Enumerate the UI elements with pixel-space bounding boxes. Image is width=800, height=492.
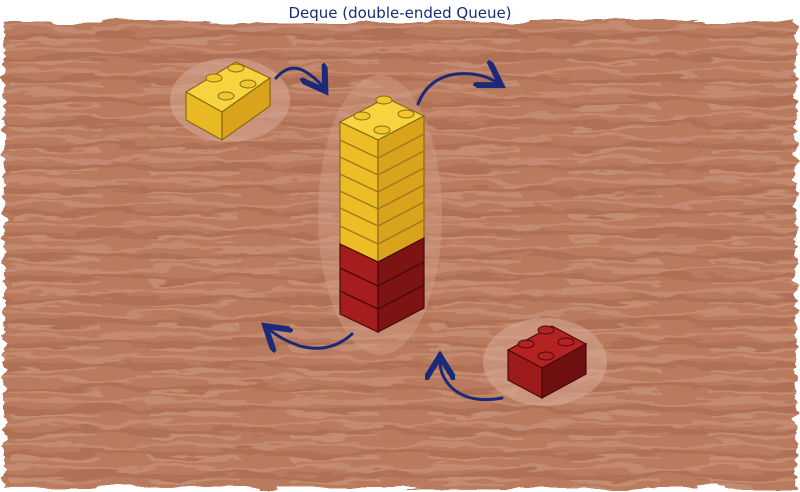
curved-arrow-icon: [274, 68, 322, 86]
curved-arrow-icon: [440, 362, 504, 402]
red-brick-icon: [506, 325, 588, 400]
deque-stack: [338, 95, 426, 333]
page-title: Deque (double-ended Queue): [288, 4, 512, 22]
curved-arrow-icon: [416, 74, 496, 106]
curved-arrow-icon: [270, 330, 354, 348]
red-layers: [339, 237, 425, 333]
yellow-layers: [339, 115, 425, 263]
yellow-brick-icon: [184, 61, 272, 142]
